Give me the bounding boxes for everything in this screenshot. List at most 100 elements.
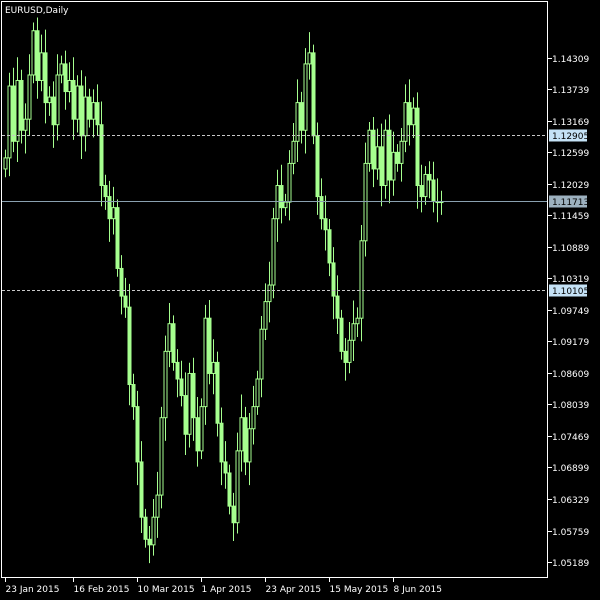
y-tick-label: 1.10889: [552, 244, 589, 254]
candle-body: [63, 63, 68, 93]
x-tick-label: 23 Jan 2015: [6, 585, 60, 595]
candle-body: [287, 162, 292, 203]
y-tick-label: 1.13739: [552, 86, 589, 96]
candle-body: [159, 417, 164, 496]
candle-body: [343, 350, 348, 363]
candle-body: [383, 129, 388, 187]
x-tick-label: 23 Apr 2015: [266, 585, 322, 595]
y-tick-label: 1.14309: [552, 55, 589, 65]
candle-body: [91, 102, 96, 120]
candle-body: [303, 63, 308, 131]
candle-body: [31, 30, 36, 76]
candle-body: [59, 63, 64, 76]
price-level-tag: [549, 284, 587, 297]
candle-body: [83, 96, 88, 137]
y-tick-label: 1.11459: [552, 212, 589, 222]
candle-body: [235, 450, 240, 524]
candle-body: [327, 229, 332, 264]
candle-body: [131, 384, 136, 408]
candle-body: [247, 428, 252, 463]
candle-body: [23, 118, 28, 131]
candle-body: [375, 146, 380, 170]
y-tick-label: 1.13169: [552, 118, 589, 128]
candle-body: [19, 79, 24, 131]
candle-body: [127, 306, 132, 386]
candle-body: [415, 107, 420, 187]
candle-body: [271, 218, 276, 286]
candle-body: [187, 372, 192, 435]
candle-body: [399, 140, 404, 164]
time-axis: 23 Jan 2015 16 Feb 2015 10 Mar 2015 1 Apr 2…: [5, 578, 442, 595]
candle-body: [371, 129, 376, 170]
candle-body: [427, 173, 432, 181]
x-tick-label: 8 Jun 2015: [394, 585, 442, 595]
candle-body: [307, 52, 312, 65]
candle-body: [155, 494, 160, 518]
candle-body: [219, 422, 224, 463]
candle-body: [407, 102, 412, 126]
y-tick-label: 1.12029: [552, 181, 589, 191]
candle-body: [147, 538, 152, 546]
bid-price-tag-label: 1.11713: [552, 198, 589, 208]
candle-body: [135, 406, 140, 463]
candle-body: [7, 85, 12, 159]
candle-body: [227, 472, 232, 507]
y-tick-label: 1.09749: [552, 307, 589, 317]
candle-body: [87, 96, 92, 120]
candle-body: [387, 129, 392, 181]
candle-body: [195, 417, 200, 452]
candle-body: [363, 162, 368, 242]
candle-body: [51, 96, 56, 126]
y-tick-label: 1.09179: [552, 338, 589, 348]
candle-body: [179, 378, 184, 397]
candle-body: [163, 350, 168, 419]
y-tick-label: 1.06329: [552, 496, 589, 506]
candle-body: [15, 79, 20, 142]
price-level-tag-label: 1.12905: [552, 132, 589, 142]
candle-body: [255, 378, 260, 408]
candle-body: [207, 317, 212, 374]
candle-body: [107, 196, 112, 220]
candle-body: [39, 52, 44, 81]
candle-body: [171, 323, 176, 363]
candle-body: [431, 179, 436, 203]
price-level-lines: 1.12905 1.11713 1.10105: [2, 129, 589, 297]
candle-body: [423, 173, 428, 198]
candle-body: [359, 240, 364, 319]
price-level-tag-label: 1.10105: [552, 287, 589, 297]
candle-body: [295, 102, 300, 142]
candle-body: [311, 52, 316, 137]
candle-body: [335, 295, 340, 319]
candle-body: [75, 85, 80, 120]
candle-body: [151, 516, 156, 546]
y-tick-label: 1.06899: [552, 464, 589, 474]
candle-body: [331, 262, 336, 297]
candle-body: [231, 505, 236, 524]
candle-body: [67, 79, 72, 93]
candle-body: [251, 406, 256, 430]
x-tick-label: 10 Mar 2015: [138, 585, 195, 595]
x-tick-label: 1 Apr 2015: [202, 585, 252, 595]
candle-series: [3, 17, 444, 564]
candle-body: [279, 185, 284, 209]
candle-body: [215, 361, 220, 424]
candle-body: [167, 323, 172, 352]
y-tick-label: 1.08039: [552, 401, 589, 411]
candle-body: [119, 267, 124, 297]
candle-body: [291, 140, 296, 164]
candle-body: [143, 516, 148, 540]
price-axis: 1.14309 1.13739 1.13169 1.12599 1.12029 1.114…: [548, 55, 589, 569]
candle-body: [391, 151, 396, 181]
candle-body: [35, 30, 40, 81]
candle-body: [183, 395, 188, 435]
y-tick-label: 1.08609: [552, 370, 589, 380]
candle-body: [275, 185, 280, 220]
candle-body: [99, 124, 104, 187]
candle-body: [419, 185, 424, 198]
candle-body: [243, 417, 248, 463]
candle-body: [367, 129, 372, 164]
x-tick-label: 15 May 2015: [330, 585, 389, 595]
candle-body: [123, 295, 128, 308]
